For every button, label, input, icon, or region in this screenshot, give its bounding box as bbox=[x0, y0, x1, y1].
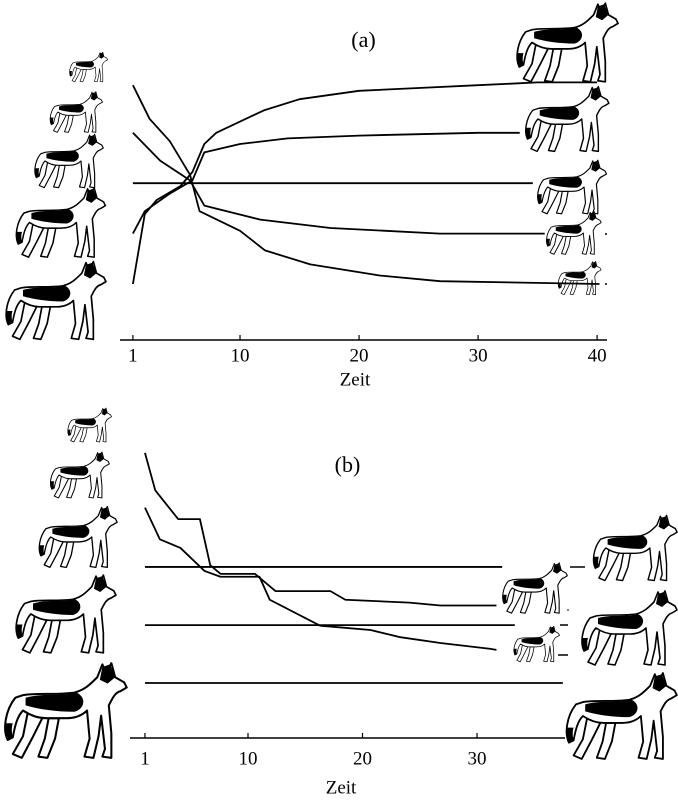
x-axis-label: Zeit bbox=[340, 369, 371, 390]
x-tick-label: 1 bbox=[128, 345, 138, 366]
data-line bbox=[145, 508, 497, 650]
x-tick-label: 30 bbox=[468, 748, 487, 769]
x-tick-label: 40 bbox=[588, 345, 607, 366]
chart-title: (b) bbox=[335, 452, 361, 477]
data-line bbox=[145, 453, 497, 606]
x-tick-label: 10 bbox=[231, 345, 250, 366]
x-tick-label: 30 bbox=[469, 345, 488, 366]
x-tick-label: 1 bbox=[140, 748, 150, 769]
chart-title: (a) bbox=[351, 27, 375, 52]
x-tick-label: 20 bbox=[353, 748, 372, 769]
x-tick-label: 10 bbox=[239, 748, 258, 769]
figure: (a) 1 10 20 30 40 Zeit (b) 1 10 20 30 Zeit bbox=[0, 0, 678, 801]
x-tick-label: 20 bbox=[350, 345, 369, 366]
x-axis-label: Zeit bbox=[326, 777, 357, 798]
